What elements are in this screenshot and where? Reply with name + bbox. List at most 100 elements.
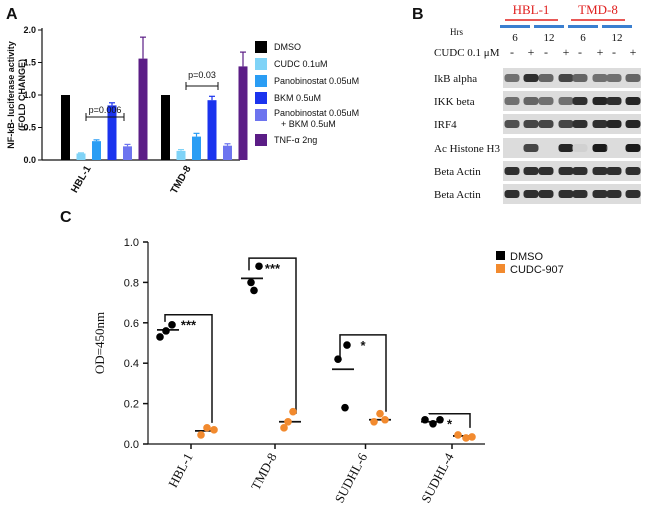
- blot-band: [523, 167, 539, 175]
- legend-a-swatch-panobinostat: [255, 75, 267, 87]
- blot-band: [558, 167, 574, 175]
- blot-sign: +: [597, 45, 604, 59]
- blot-row-label: Beta Actin: [434, 189, 481, 201]
- chart-c-point: [255, 262, 263, 271]
- chart-a-annotation-1: p=0.006: [89, 105, 122, 115]
- chart-a-bar: [176, 150, 186, 160]
- chart-c-xtick-label: SUDHL-6: [331, 450, 370, 505]
- chart-c-point: [289, 407, 297, 416]
- blot-hour-4: 12: [612, 32, 623, 44]
- blot-sign: +: [528, 45, 535, 59]
- legend-a-label-bkm: BKM 0.5uM: [274, 93, 321, 103]
- blot-group-tmd8: TMD-8: [578, 2, 618, 17]
- blot-row-label: Ac Histone H3: [434, 143, 500, 155]
- legend-c-label-cudc: CUDC-907: [510, 264, 564, 276]
- legend-a-label-combo-2: + BKM 0.5uM: [281, 119, 336, 129]
- chart-c-point: [421, 415, 429, 424]
- chart-a-bar: NF-kB- luciferase activity (FOLD CHANGE)…: [6, 25, 359, 196]
- blot-band: [606, 144, 622, 152]
- blot-band: [523, 74, 539, 82]
- chart-c-point: [168, 321, 176, 329]
- chart-c-significance-label: ***: [181, 318, 197, 333]
- chart-c-point: [280, 424, 288, 432]
- chart-c-ylabel: OD=450nm: [92, 312, 107, 374]
- blot-band: [538, 190, 554, 198]
- blot-band: [504, 144, 520, 152]
- chart-a-ylabel-1: NF-kB- luciferase activity: [6, 41, 16, 149]
- chart-c-point: [436, 415, 444, 424]
- chart-a-bar: [92, 141, 101, 160]
- blot-hours-bar-4: [602, 25, 632, 28]
- chart-a-ytick-label: 2.0: [23, 25, 36, 35]
- chart-c-point: [334, 355, 342, 363]
- chart-a-ytick-label: 1.0: [23, 90, 36, 100]
- blot-band: [572, 120, 588, 128]
- blot-band: [592, 144, 608, 152]
- blot-band: [592, 120, 608, 128]
- chart-a-bar: [192, 136, 201, 160]
- chart-a-ytick-label: 0.5: [23, 123, 36, 133]
- blot-band: [538, 74, 554, 82]
- chart-c-significance-bracket: [428, 412, 471, 428]
- blot-band: [606, 167, 622, 175]
- blot-row-label: IKK beta: [434, 96, 475, 108]
- blot-band: [504, 97, 520, 105]
- blot-band: [625, 144, 641, 152]
- chart-c-point: [454, 431, 462, 439]
- legend-c-label-dmso: DMSO: [510, 251, 543, 263]
- chart-c-xtick-label: HBL-1: [165, 450, 196, 490]
- blot-band: [592, 190, 608, 198]
- chart-c-significance-bracket: [339, 334, 387, 412]
- chart-c-point: [162, 327, 170, 335]
- chart-a-bar: [76, 153, 86, 160]
- blot-band: [538, 120, 554, 128]
- chart-a-bar: [207, 100, 217, 160]
- blot-band: [538, 144, 554, 152]
- chart-c-point: [341, 403, 349, 412]
- blot-hour-1: 6: [512, 32, 518, 44]
- legend-c-swatch-dmso: [496, 251, 505, 260]
- chart-c-xtick-label: TMD-8: [248, 450, 280, 492]
- blot-band: [504, 167, 520, 175]
- chart-c-ytick-label: 0.8: [124, 277, 139, 289]
- blot-sign: -: [510, 45, 514, 59]
- legend-a-swatch-combo: [255, 109, 267, 121]
- blot-band: [572, 190, 588, 198]
- blot-row-label: Beta Actin: [434, 166, 481, 178]
- blot-hours-bar-3: [568, 25, 598, 28]
- legend-a-label-cudc: CUDC 0.1uM: [274, 59, 328, 69]
- blot-hours-bar-1: [500, 25, 530, 28]
- chart-c-ytick-label: 1.0: [124, 237, 139, 249]
- blot-band: [523, 97, 539, 105]
- blot-band: [504, 120, 520, 128]
- chart-c-point: [343, 341, 351, 349]
- chart-c-point: [429, 420, 437, 428]
- blot-band: [504, 74, 520, 82]
- blot-band: [558, 74, 574, 82]
- blot-band: [592, 167, 608, 175]
- chart-c-xtick-label: SUDHL-4: [418, 450, 457, 505]
- western-blot: HBL-1 TMD-8 Hrs 6 12 6 12 CUDC 0.1 μM - +…: [434, 2, 641, 204]
- blot-hour-3: 6: [580, 32, 586, 44]
- chart-c-point: [468, 433, 476, 441]
- chart-a-ylabel-2: (FOLD CHANGE): [17, 59, 27, 131]
- blot-band: [572, 167, 588, 175]
- blot-band: [625, 120, 641, 128]
- blot-hrs-label: Hrs: [450, 27, 463, 37]
- blot-band: [572, 74, 588, 82]
- legend-a-label-tnf: TNF-α 2ng: [274, 135, 317, 145]
- blot-sign: -: [612, 45, 616, 59]
- chart-c-ytick-label: 0.4: [124, 358, 139, 370]
- blot-sign: -: [578, 45, 582, 59]
- panel-letter-b: B: [412, 6, 424, 23]
- chart-c-point: [203, 424, 211, 432]
- chart-c-point: [284, 417, 292, 426]
- blot-band: [558, 190, 574, 198]
- chart-c-point: [247, 278, 255, 287]
- blot-band: [523, 144, 539, 152]
- chart-c-significance-bracket: [248, 257, 297, 414]
- legend-a-label-panobinostat: Panobinostat 0.05uM: [274, 76, 359, 86]
- legend-a-swatch-tnf: [255, 134, 267, 146]
- chart-c-ytick-label: 0.2: [124, 399, 139, 411]
